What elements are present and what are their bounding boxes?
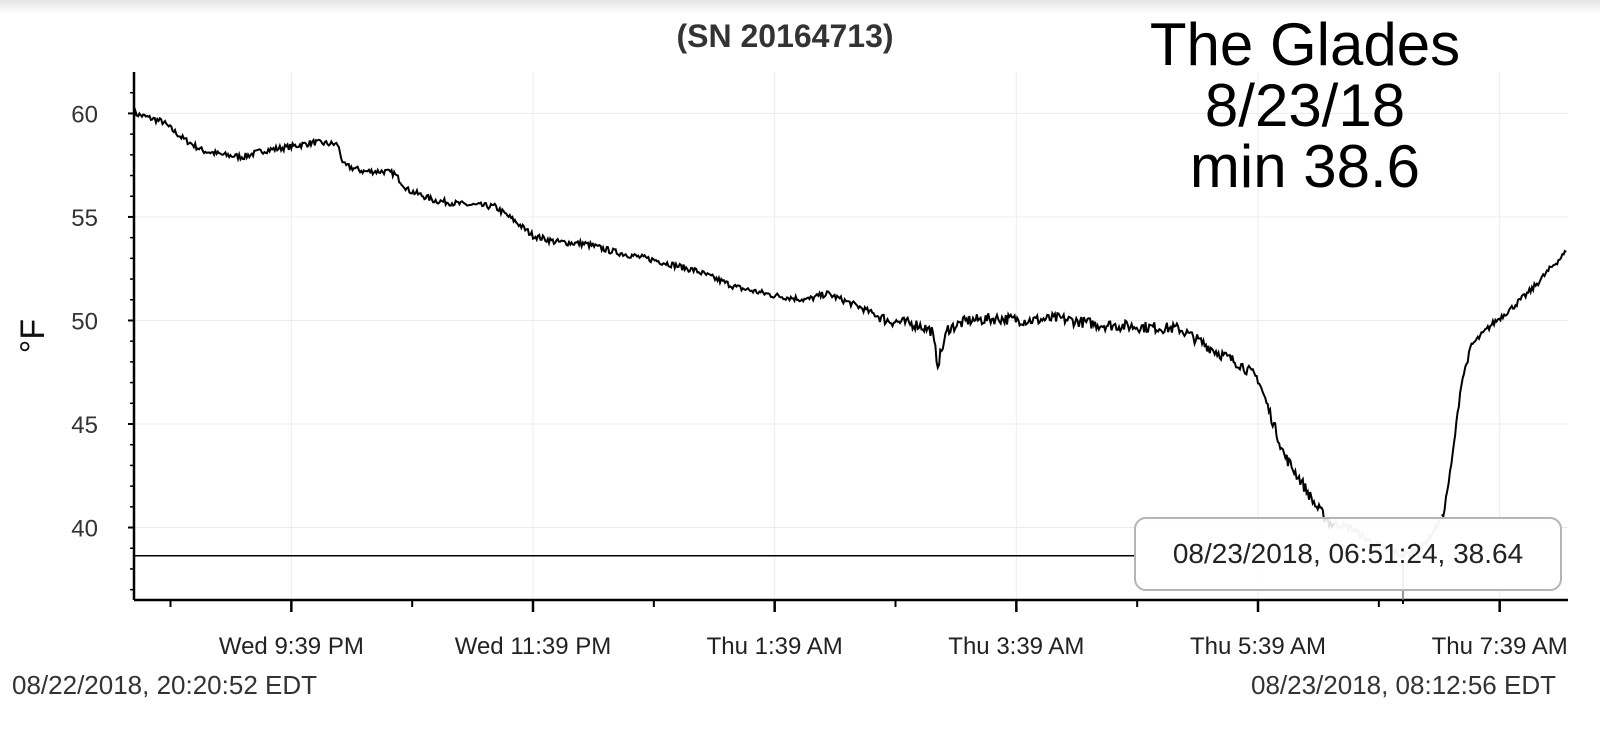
temperature-line [1441,249,1567,520]
x-tick-label: Thu 3:39 AM [948,633,1084,660]
y-tick-label: 50 [71,308,98,335]
x-tick-label: Wed 9:39 PM [219,633,364,660]
y-tick-label: 45 [71,412,98,439]
x-range-start: 08/22/2018, 20:20:52 EDT [12,670,318,700]
cursor-tooltip-label: 08/23/2018, 06:51:24, 38.64 [1172,538,1524,569]
x-tick-label: Thu 5:39 AM [1190,633,1326,660]
annotation-block: The Glades 8/23/18 min 38.6 [1115,14,1495,197]
annotation-min: min 38.6 [1189,133,1421,200]
y-axis-label: °F [14,319,52,353]
chart-title: (SN 20164713) [676,18,893,54]
x-tick-label: Thu 1:39 AM [707,633,843,660]
annotation-date: 8/23/18 [1204,72,1406,139]
x-tick-label: Thu 7:39 AM [1432,633,1568,660]
annotation-location: The Glades [1149,11,1461,78]
temperature-line [133,107,1336,530]
y-tick-label: 40 [71,516,98,543]
y-tick-label: 60 [71,101,98,128]
y-tick-label: 55 [71,205,98,232]
window-top-shadow [0,0,1600,14]
cursor-tooltip: 08/23/2018, 06:51:24, 38.64 [1134,517,1562,591]
x-tick-label: Wed 11:39 PM [455,633,612,660]
x-range-end: 08/23/2018, 08:12:56 EDT [1250,670,1556,700]
